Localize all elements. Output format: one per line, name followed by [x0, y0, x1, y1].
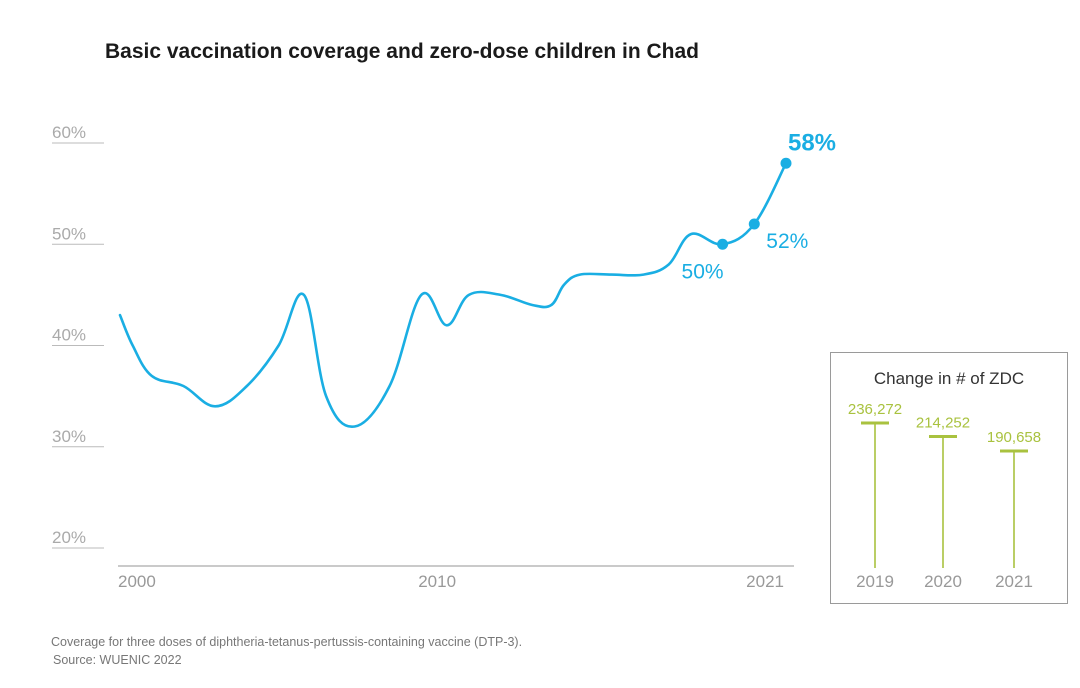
data-label-2020: 52% [766, 230, 808, 253]
x-tick-label: 2000 [118, 572, 156, 591]
footnote-source: Source: WUENIC 2022 [53, 653, 182, 667]
coverage-series-line [118, 162, 788, 428]
y-tick-label: 30% [52, 427, 86, 446]
zdc-inset-panel: Change in # of ZDC [830, 352, 1068, 604]
data-label-2021: 58% [788, 129, 836, 156]
data-point-2020 [748, 218, 760, 230]
x-tick-label: 2010 [418, 572, 456, 591]
zdc-inset-title: Change in # of ZDC [873, 369, 1025, 388]
data-label-2019: 50% [682, 260, 724, 283]
y-tick-label: 50% [52, 224, 86, 243]
x-tick-label: 2021 [746, 572, 784, 591]
data-point-2021 [780, 157, 792, 169]
y-tick-label: 40% [52, 326, 86, 345]
y-tick-label: 60% [52, 123, 86, 142]
y-tick-label: 20% [52, 528, 86, 547]
chart-title: Basic vaccination coverage and zero-dose… [105, 40, 700, 63]
footnote-description: Coverage for three doses of diphtheria-t… [51, 635, 523, 649]
data-point-2019 [717, 238, 729, 250]
footnote: Coverage for three doses of diphtheria-t… [51, 633, 522, 669]
